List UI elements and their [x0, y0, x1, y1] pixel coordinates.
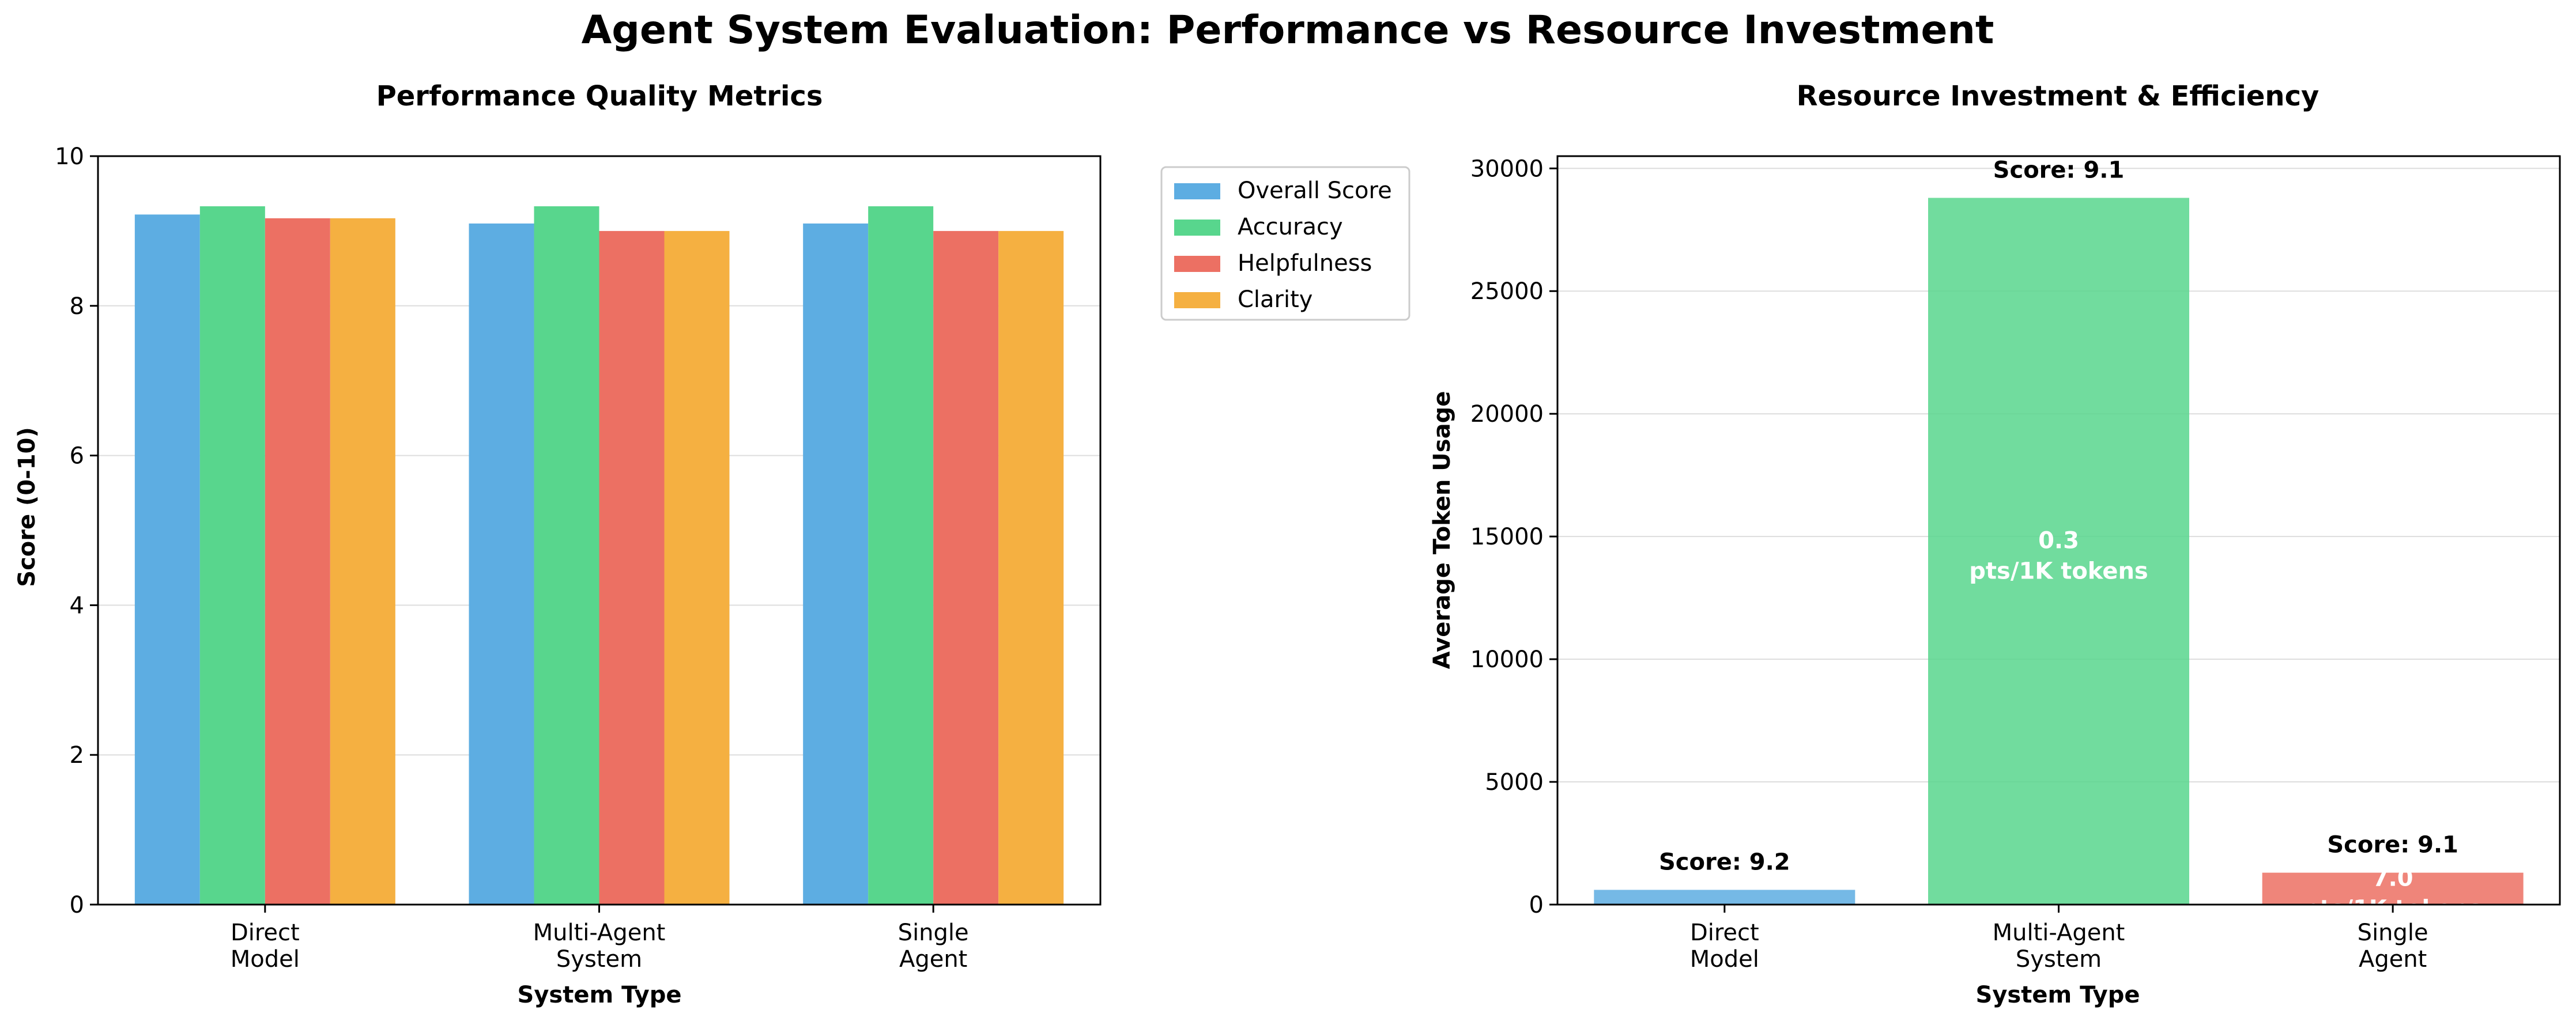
- legend-swatch: [1174, 183, 1220, 199]
- legend-swatch: [1174, 220, 1220, 236]
- performance-bar-helpfulness: [933, 230, 999, 905]
- performance-chart-title: Performance Quality Metrics: [376, 80, 823, 112]
- resource-bar: [1594, 890, 1855, 905]
- legend-label: Accuracy: [1238, 214, 1343, 240]
- legend-swatch: [1174, 256, 1220, 272]
- score-data-label: Score: 9.2: [1659, 849, 1790, 875]
- efficiency-data-label: 0.3 pts/1K tokens: [1969, 528, 2148, 585]
- performance-x-axis-label: System Type: [518, 982, 682, 1008]
- performance-bars: [134, 206, 1064, 905]
- performance-y-tick-label: 6: [70, 443, 84, 470]
- performance-x-tick-label: Multi-Agent System: [533, 920, 666, 973]
- resource-y-tick-label: 30000: [1470, 156, 1544, 182]
- performance-bar-helpfulness: [265, 218, 330, 905]
- performance-y-tick-label: 4: [70, 592, 84, 619]
- performance-y-tick-label: 0: [70, 892, 84, 918]
- resource-y-tick-label: 10000: [1470, 646, 1544, 673]
- resource-y-ticks: 0 5000 10000 15000 20000 25000 30000: [1470, 156, 1557, 918]
- performance-bar-accuracy: [199, 206, 265, 905]
- figure-title: Agent System Evaluation: Performance vs …: [582, 7, 1994, 53]
- legend-label: Clarity: [1238, 286, 1312, 313]
- performance-chart: Performance Quality Metrics Score (0-10)…: [14, 80, 1410, 1008]
- resource-bar: [2262, 872, 2524, 905]
- score-data-label: Score: 9.1: [2327, 832, 2458, 858]
- resource-chart-title: Resource Investment & Efficiency: [1797, 80, 2319, 112]
- performance-bar-overall-score: [134, 214, 200, 905]
- performance-x-tick-label: Direct Model: [231, 920, 300, 973]
- performance-bar-helpfulness: [599, 230, 665, 905]
- performance-y-tick-label: 8: [70, 293, 84, 320]
- resource-y-tick-label: 25000: [1470, 278, 1544, 305]
- performance-x-tick-label: Single Agent: [898, 920, 969, 973]
- resource-x-tick-label: Direct Model: [1690, 920, 1759, 973]
- resource-bar: [1928, 198, 2189, 905]
- performance-bar-overall-score: [469, 223, 534, 905]
- performance-bar-overall-score: [803, 223, 869, 905]
- resource-x-ticks: Direct Model Multi-Agent System Single Agent: [1690, 905, 2428, 973]
- resource-x-tick-label: Single Agent: [2358, 920, 2428, 973]
- performance-bar-accuracy: [534, 206, 599, 905]
- performance-bar-clarity: [664, 230, 730, 905]
- resource-chart: Resource Investment & Efficiency Average…: [1429, 80, 2561, 1008]
- performance-bar-clarity: [998, 230, 1064, 905]
- resource-x-tick-label: Multi-Agent System: [1993, 920, 2125, 973]
- legend-box: [1160, 166, 1410, 321]
- performance-plot-frame: [97, 155, 1102, 906]
- resource-x-axis-label: System Type: [1976, 982, 2140, 1008]
- performance-x-ticks: Direct Model Multi-Agent System Single Agent: [231, 905, 969, 973]
- performance-y-tick-label: 10: [55, 143, 84, 170]
- resource-y-tick-label: 5000: [1485, 769, 1544, 796]
- legend-swatch: [1174, 292, 1220, 308]
- resource-plot-frame: [1556, 155, 2561, 906]
- performance-y-ticks: 0 2 4 6 8 10: [55, 143, 98, 918]
- resource-y-tick-label: 20000: [1470, 401, 1544, 428]
- legend-label: Helpfulness: [1238, 250, 1372, 277]
- performance-bar-accuracy: [868, 206, 934, 905]
- score-data-label: Score: 9.1: [1993, 157, 2125, 183]
- performance-bar-clarity: [330, 218, 395, 905]
- legend-label: Overall Score: [1238, 177, 1392, 204]
- performance-y-axis-label: Score (0-10): [14, 427, 40, 587]
- resource-y-tick-label: 15000: [1470, 524, 1544, 550]
- resource-y-axis-label: Average Token Usage: [1429, 391, 1455, 670]
- performance-y-tick-label: 2: [70, 742, 84, 769]
- resource-y-tick-label: 0: [1529, 892, 1544, 918]
- performance-legend: Overall Score Accuracy Helpfulness Clarity: [1160, 166, 1410, 321]
